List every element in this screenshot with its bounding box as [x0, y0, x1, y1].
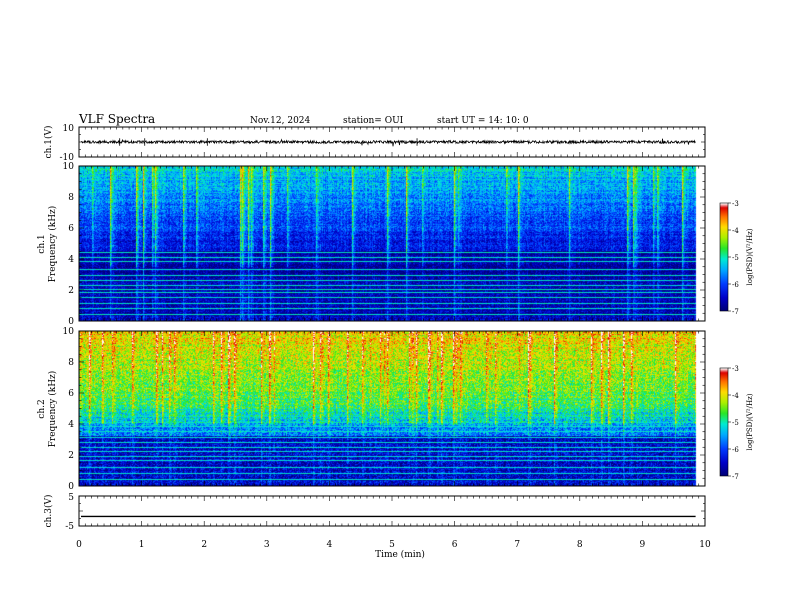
ch2-colorbar: -3 -4 -5 -6 -7 log(PSD)(V²/Hz)	[719, 365, 754, 481]
time-tick-labels: 0 1 2 3 4 5 6 7 8 9 10	[76, 540, 711, 550]
colorbar-tick-label: -6	[732, 281, 739, 289]
y-tick-label: 6	[68, 389, 74, 399]
colorbar-tick-label: -7	[732, 308, 739, 316]
y-tick-label: 10	[63, 162, 75, 172]
colorbar-tick-label: -4	[732, 227, 739, 235]
x-tick-label: 2	[201, 540, 207, 550]
y-tick-label: 2	[68, 451, 74, 461]
ch1-waveform-panel: 10 -10 ch.1(V)	[43, 124, 706, 163]
figure-title: VLF Spectra	[78, 112, 155, 126]
colorbar-label: log(PSD)(V²/Hz)	[746, 393, 754, 450]
y-tick-label: 8	[68, 358, 74, 368]
colorbar-tick-label: -4	[732, 392, 739, 400]
ch1-spectrogram-image	[79, 166, 705, 321]
y-tick-label: 0	[68, 317, 74, 327]
colorbar-tick-label: -3	[732, 200, 739, 208]
ch1-spec-chan-label: ch.1	[37, 234, 47, 253]
colorbar-tick-label: -5	[732, 419, 739, 427]
colorbar-tick-label: -5	[732, 254, 739, 262]
y-tick-label: 8	[68, 193, 74, 203]
y-tick-label: 4	[68, 420, 74, 430]
x-tick-label: 1	[139, 540, 145, 550]
colorbar-tick-label: -6	[732, 446, 739, 454]
ch1-waveform-line	[80, 138, 696, 147]
x-tick-label: 10	[699, 540, 711, 550]
y-tick-label: 10	[63, 327, 75, 337]
x-tick-label: 5	[389, 540, 395, 550]
ch2-spec-chan-label: ch.2	[37, 399, 47, 418]
ch3-waveform-panel: 5 -5 ch.3(V)	[43, 493, 706, 532]
ch3-ylabel: ch.3(V)	[43, 495, 54, 528]
y-tick-label: 0	[68, 482, 74, 492]
colorbar-tick-label: -3	[732, 365, 739, 373]
ch1-spectrogram-panel: 0 2 4 6 8 10 ch.1 Frequency (kHz) -3 -4 -5 -6 -7 l…	[37, 162, 754, 327]
time-ticks	[78, 127, 706, 526]
ch2-spectrogram-panel: 0 2 4 6 8 10 ch.2 Frequency (kHz) -3 -4 -5 -6 -7 l…	[37, 327, 754, 492]
x-tick-label: 3	[264, 540, 270, 550]
colorbar-tick-label: -7	[732, 473, 739, 481]
y-tick-label: 2	[68, 286, 74, 296]
ch1-spec-ylabel: Frequency (kHz)	[47, 206, 58, 283]
y-tick-label: 6	[68, 224, 74, 234]
colorbar-gradient	[720, 368, 728, 476]
start-time-label: start UT = 14: 10: 0	[437, 116, 529, 126]
ch1-ylabel: ch.1(V)	[43, 126, 54, 159]
ch3-ytick-top: 5	[68, 493, 74, 503]
ch1-ytick-bottom: -10	[60, 153, 75, 163]
ch3-ytick-bottom: -5	[65, 522, 74, 532]
date-label: Nov.12, 2024	[250, 116, 311, 126]
y-tick-label: 4	[68, 255, 74, 265]
x-tick-label: 9	[640, 540, 646, 550]
x-tick-label: 7	[514, 540, 520, 550]
ch2-spec-ylabel: Frequency (kHz)	[47, 371, 58, 448]
ch2-spectrogram-image	[79, 331, 705, 486]
ch1-colorbar: -3 -4 -5 -6 -7 log(PSD)(V²/Hz)	[719, 200, 754, 316]
x-tick-label: 6	[452, 540, 458, 550]
colorbar-gradient	[720, 203, 728, 311]
colorbar-label: log(PSD)(V²/Hz)	[746, 228, 754, 285]
x-tick-label: 4	[327, 540, 333, 550]
station-label: station= OUI	[343, 116, 404, 126]
x-tick-label: 0	[76, 540, 82, 550]
ch1-ytick-top: 10	[63, 124, 75, 134]
x-axis-label: Time (min)	[375, 549, 425, 560]
x-tick-label: 8	[577, 540, 583, 550]
